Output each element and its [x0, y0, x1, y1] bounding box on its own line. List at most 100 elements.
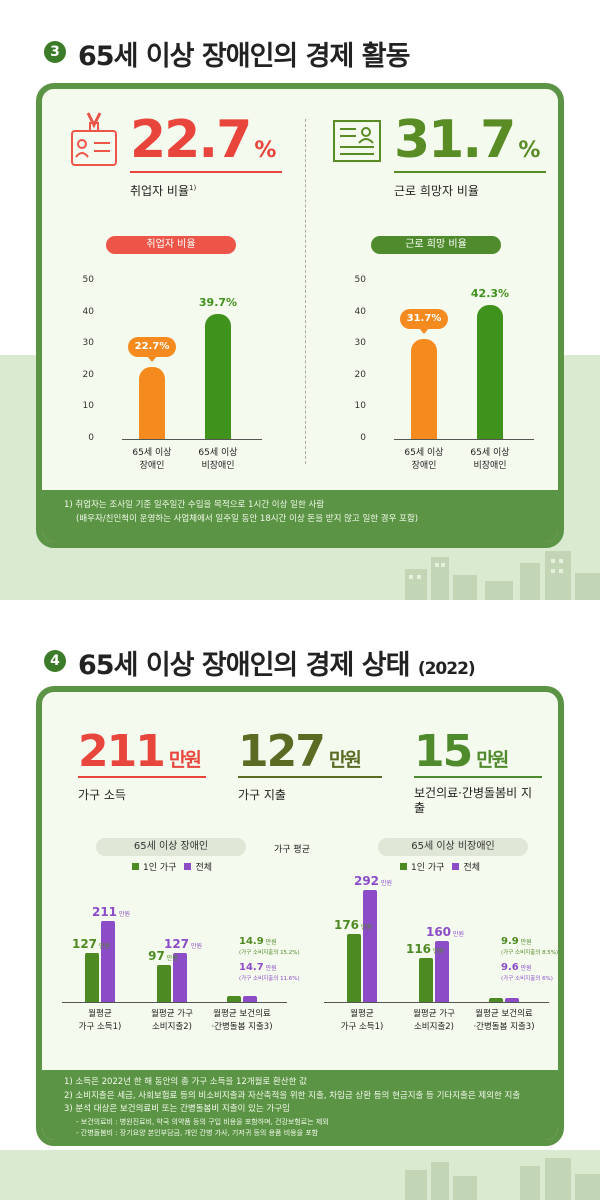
bar-single-household	[85, 953, 99, 1002]
section-title: 65세 이상 장애인의 경제 상태 (2022)	[78, 643, 476, 682]
legend-label: 1인 가구	[411, 863, 445, 873]
legend-label: 전체	[463, 863, 480, 873]
category-label: 월평균 가구 소비지출2)	[151, 1009, 193, 1032]
bar-value-note: (가구 소비지출의 8.5%)	[501, 950, 559, 956]
y-tick-label: 10	[354, 401, 366, 412]
footnote-line: 1) 소득은 2022년 한 해 동안의 총 가구 소득을 12개월로 환산한 …	[64, 1077, 307, 1087]
bar-all-households	[435, 940, 449, 1002]
section-title-text: 65세 이상 장애인의 경제 상태	[78, 650, 410, 681]
value-unit: 만원	[164, 954, 178, 962]
bar	[139, 367, 165, 439]
economic-activity-card: 22.7% 취업자 비율1) 31.7% 근로 희망자 비율 취업자 비율 근로…	[36, 83, 564, 548]
footnote-marker: 1)	[189, 184, 197, 192]
y-tick-label: 50	[82, 275, 94, 285]
section-number-badge: 3	[44, 41, 66, 63]
category-label: 65세 이상 비장애인	[470, 448, 510, 471]
household-spending-label: 가구 지출	[238, 788, 286, 802]
bar	[477, 305, 503, 439]
bar-value-label: 292 만원	[353, 874, 392, 888]
bar-value-note: (가구 소비지출의 15.2%)	[239, 950, 300, 956]
value-unit: 만원	[263, 965, 277, 972]
center-label: 가구 평균	[274, 845, 310, 855]
category-label: 월평균 가구 소비지출2)	[413, 1009, 455, 1032]
household-income-underline	[78, 776, 206, 778]
household-income-value: 211 만원	[78, 730, 202, 774]
bar-value-label: 14.7 만원	[239, 962, 277, 973]
healthcare-spending-underline	[414, 776, 542, 778]
background-band-bottom	[0, 1150, 600, 1200]
value-unit: 만원	[518, 965, 532, 972]
stat-unit: 만원	[328, 749, 362, 771]
household-spending-underline	[238, 776, 382, 778]
category-label: 65세 이상 장애인	[132, 448, 172, 471]
building-silhouette-icon	[405, 1158, 600, 1200]
value-unit: 만원	[431, 947, 444, 955]
category-label: 월평균 가구 소득1)	[340, 1009, 384, 1032]
bar-value-label: 39.7%	[198, 295, 238, 309]
y-tick-label: 30	[82, 338, 94, 349]
employment-rate-chart: 50 40 30 20 10 0 22.7% 65세 이상 장애인 39.7% 65세 이상 비장…	[72, 271, 282, 481]
household-spending-value: 127 만원	[238, 730, 362, 774]
column-divider	[305, 119, 306, 464]
value-bubble: 31.7%	[400, 308, 448, 334]
bar-single-household	[227, 996, 241, 1002]
chart-pill-employment: 취업자 비율	[106, 236, 236, 254]
bar-value-label: 211 만원	[91, 905, 130, 920]
footnote-subline: - 간병돌봄비 : 장기요양 본인부담금, 개인 간병 가사, 기저귀 등의 용…	[76, 1128, 319, 1137]
value-unit: 만원	[451, 930, 464, 938]
value-unit: 만원	[117, 911, 130, 919]
employment-rate-underline	[130, 171, 282, 173]
economic-status-card: 211 만원 가구 소득 127 만원 가구 지출 15 만원 보건의료·간병돌봄비 …	[36, 686, 564, 1146]
category-label: 월평균 보건의료 ·간병돌봄 지출3)	[211, 1009, 273, 1032]
x-axis-baseline	[122, 439, 262, 440]
legend-swatch-single	[400, 863, 407, 870]
bar-single-household	[347, 934, 361, 1002]
bar-value-label: 160 만원	[425, 924, 464, 939]
bar-value-label: 116 만원	[405, 941, 444, 956]
bar-value-label: 127 만원	[71, 937, 110, 952]
healthcare-spending-label: 보건의료·간병돌봄비 지출	[414, 786, 533, 815]
stat-number: 31.7	[394, 110, 516, 170]
legend: 1인 가구 전체	[400, 860, 480, 873]
value-unit: 만원	[379, 880, 392, 887]
y-tick-label: 40	[82, 306, 94, 317]
y-tick-label: 20	[82, 369, 94, 380]
value-bubble: 22.7%	[128, 337, 176, 363]
employment-rate-label: 취업자 비율1)	[130, 182, 196, 199]
stat-unit: 만원	[168, 749, 202, 771]
bar-value-label: 9.9 만원	[501, 936, 532, 947]
bar-all-households	[363, 890, 377, 1002]
y-tick-label: 0	[88, 433, 94, 443]
section-number-badge: 4	[44, 650, 66, 672]
card-footnote: 1) 취업자는 조사일 기준 일주일간 수입을 목적으로 1시간 이상 일한 사…	[42, 490, 558, 542]
y-tick-label: 10	[82, 401, 94, 412]
bar-single-household	[419, 957, 433, 1002]
pill-nondisabled: 65세 이상 비장애인	[378, 838, 528, 856]
bar-all-households	[101, 921, 115, 1002]
stat-unit: %	[518, 138, 540, 163]
building-silhouette-icon	[405, 551, 600, 600]
category-label: 월평균 보건의료 ·간병돌봄 지출3)	[473, 1009, 535, 1032]
disabled-household-chart: 127 만원 211 만원 월평균 가구 소득1) 97 만원 127 만원 월평균 가구…	[42, 878, 304, 1078]
bar-value-note: (가구 소비지출의 11.6%)	[239, 976, 300, 982]
work-hope-rate-value: 31.7%	[394, 114, 540, 166]
stat-number: 127	[238, 726, 326, 777]
legend: 1인 가구 전체	[132, 860, 212, 873]
healthcare-spending-value: 15 만원	[414, 730, 509, 774]
category-label: 65세 이상 장애인	[404, 448, 444, 471]
bar-value-label: 127 만원	[163, 937, 202, 952]
stat-label: 취업자 비율	[130, 184, 190, 198]
work-hope-rate-label: 근로 희망자 비율	[394, 184, 479, 198]
footnote-line: (배우자/친인척이 운영하는 사업체에서 일주일 동안 18시간 이상 돈을 받…	[76, 514, 419, 525]
bar-value-label: 42.3%	[470, 287, 510, 301]
bar-single-household	[157, 964, 171, 1002]
category-label: 65세 이상 비장애인	[198, 448, 238, 471]
household-income-label: 가구 소득	[78, 788, 126, 802]
legend-swatch-all	[184, 863, 192, 870]
resume-document-icon	[333, 120, 381, 162]
employment-rate-value: 22.7%	[130, 114, 276, 166]
bar-single-household	[489, 998, 503, 1002]
bar-all-households	[505, 998, 519, 1002]
bar	[411, 338, 437, 439]
y-tick-label: 0	[360, 433, 366, 443]
